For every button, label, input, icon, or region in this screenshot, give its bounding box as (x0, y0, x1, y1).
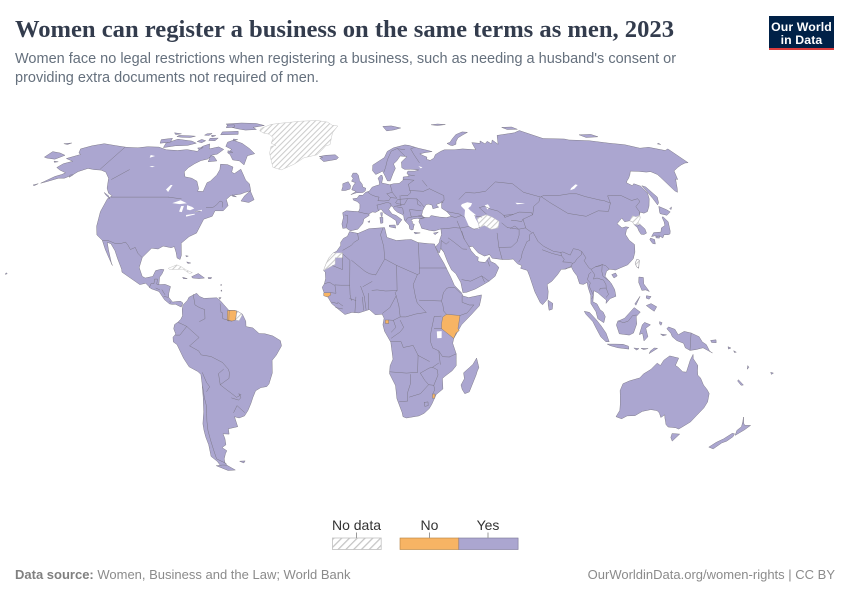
svg-text:No: No (421, 517, 439, 533)
svg-text:No data: No data (332, 517, 381, 533)
svg-text:Yes: Yes (477, 517, 500, 533)
